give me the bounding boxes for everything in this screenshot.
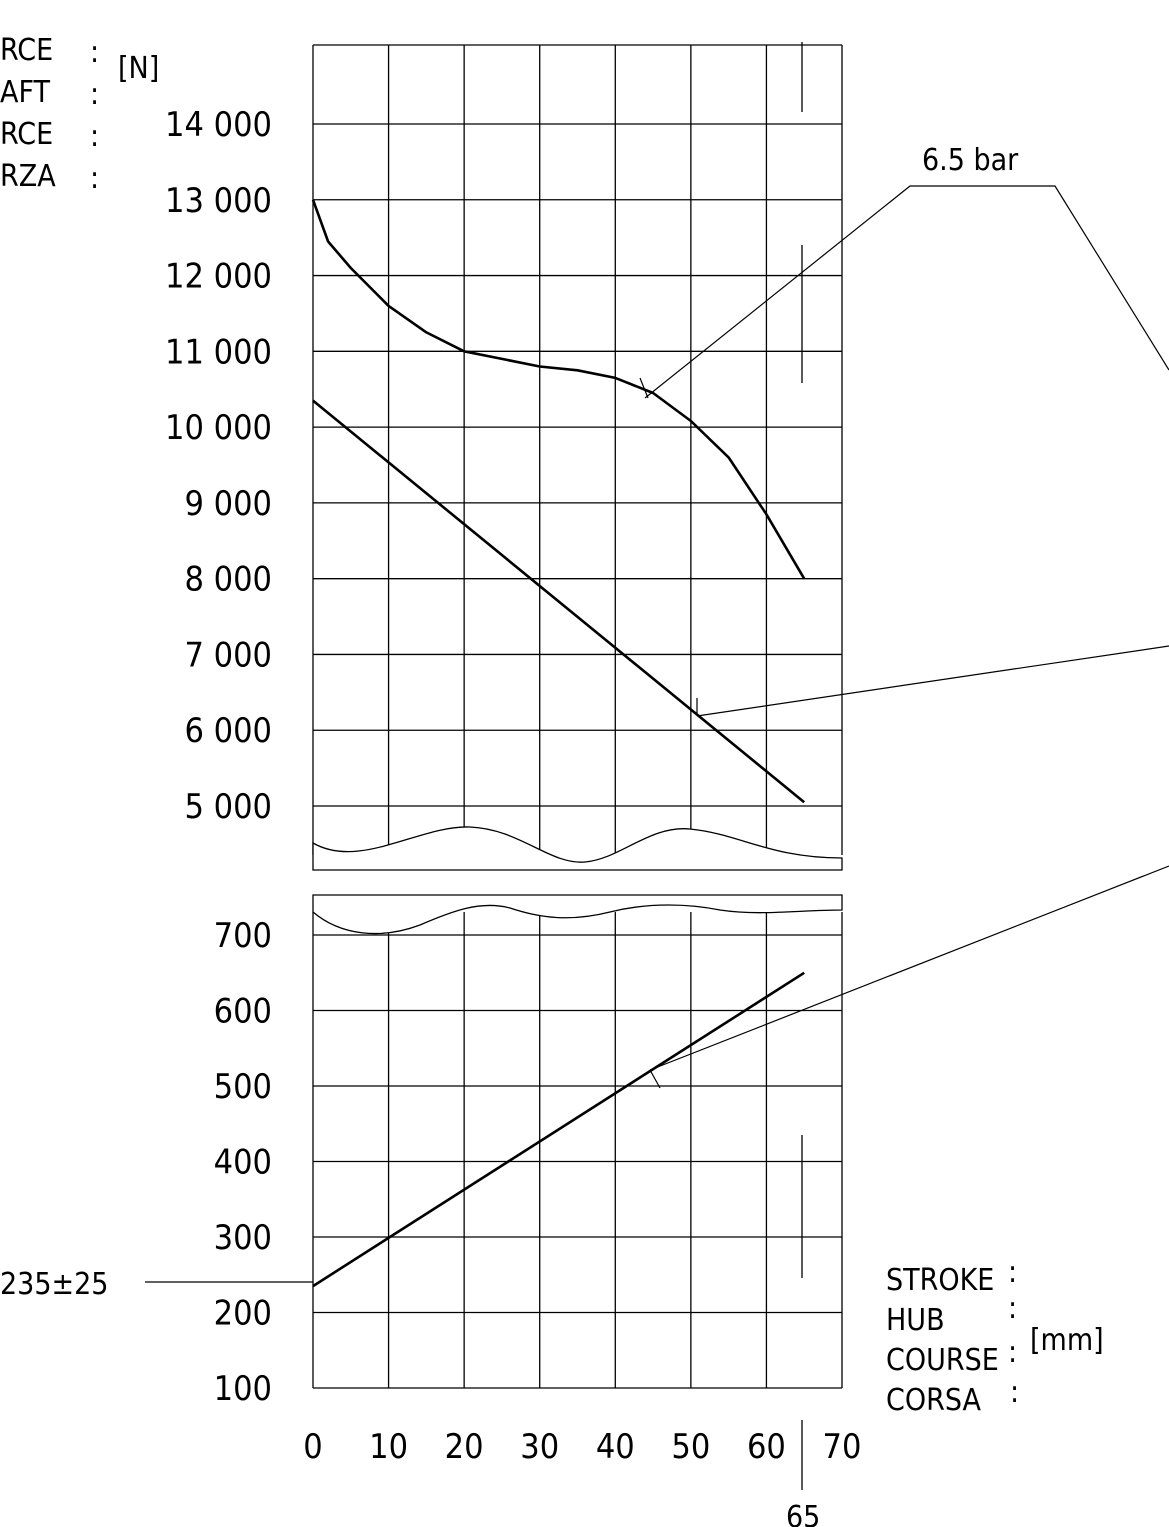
force-colon-2: : <box>90 77 99 112</box>
stroke-label-block: STROKE HUB COURSE CORSA : : : : [mm] <box>886 1255 1104 1418</box>
lower-y-tick-label: 400 <box>214 1143 272 1183</box>
x-tick-label: 50 <box>671 1427 710 1467</box>
upper-y-tick-label: 6 000 <box>184 711 272 751</box>
x-tick-label: 10 <box>369 1427 408 1467</box>
series-lower-line <box>312 971 805 1288</box>
upper-y-tick-label: 7 000 <box>184 635 272 675</box>
upper-y-tick-label: 14 000 <box>165 105 272 145</box>
x-tick-label: 30 <box>520 1427 559 1467</box>
force-colon-3: : <box>90 119 99 154</box>
force-unit: [N] <box>118 51 159 86</box>
lower-y-tick-label: 600 <box>214 992 272 1032</box>
stroke-colon-2: : <box>1008 1291 1017 1326</box>
series-6-5-bar-line <box>311 199 806 580</box>
leader-6-5-bar-tick <box>639 377 649 399</box>
upper-curves <box>311 199 806 804</box>
upper-y-tick-label: 13 000 <box>165 181 272 221</box>
leader-lower <box>649 865 1169 1071</box>
upper-y-tick-label: 10 000 <box>165 408 272 448</box>
x-tick-label: 0 <box>303 1427 322 1467</box>
upper-y-tick-label: 9 000 <box>184 484 272 524</box>
lower-y-tick-label: 300 <box>214 1218 272 1258</box>
upper-y-tick-label: 5 000 <box>184 787 272 827</box>
stroke-line-2: HUB <box>886 1303 945 1338</box>
stroke-unit: [mm] <box>1030 1323 1104 1358</box>
x-tick-label: 70 <box>823 1427 862 1467</box>
lower-curves <box>312 971 805 1288</box>
stroke-colon-4: : <box>1010 1375 1019 1410</box>
leader-middle <box>696 645 1169 717</box>
lower-y-tick-label: 500 <box>214 1067 272 1107</box>
force-colon-4: : <box>90 161 99 196</box>
x-tick-label: 20 <box>445 1427 484 1467</box>
tolerance-label: 235±25 <box>0 1267 108 1302</box>
x-tick-labels: 0 10 20 30 40 50 60 70 <box>303 1427 861 1467</box>
upper-y-tick-label: 12 000 <box>165 257 272 297</box>
pressure-label: 6.5 bar <box>922 143 1019 178</box>
lower-y-tick-labels: 700 600 500 400 300 200 100 <box>214 916 272 1409</box>
break-wave-upper <box>312 826 843 871</box>
stroke-line-3: COURSE <box>886 1343 999 1378</box>
stroke-line-1: STROKE <box>886 1263 994 1298</box>
series-force-line-2 <box>312 399 806 804</box>
lower-y-tick-label: 100 <box>214 1369 272 1409</box>
force-line-2: AFT <box>0 75 50 110</box>
force-label-block: RCE AFT RCE RZA : : : : [N] <box>0 33 159 196</box>
upper-y-tick-labels: 14 000 13 000 12 000 11 000 10 000 9 000 8 000… <box>165 105 272 827</box>
leader-lines <box>145 185 1169 1283</box>
leader-lower-tick <box>649 1069 661 1089</box>
upper-grid <box>312 44 843 855</box>
lower-y-tick-label: 700 <box>214 916 272 956</box>
force-line-4: RZA <box>0 159 56 194</box>
force-colon-1: : <box>90 35 99 70</box>
stroke-colon-3: : <box>1008 1335 1017 1370</box>
force-line-3: RCE <box>0 117 53 152</box>
stroke-colon-1: : <box>1008 1255 1017 1290</box>
lower-grid <box>312 912 843 1389</box>
break-wave-lower <box>312 894 843 935</box>
stroke-line-4: CORSA <box>886 1383 982 1418</box>
x-tick-label: 40 <box>596 1427 635 1467</box>
stroke-marker-label: 65 <box>786 1500 820 1527</box>
x-tick-label: 60 <box>747 1427 786 1467</box>
leader-6-5-bar <box>644 185 1169 399</box>
lower-y-tick-label: 200 <box>214 1294 272 1334</box>
upper-y-tick-label: 11 000 <box>165 332 272 372</box>
upper-y-tick-label: 8 000 <box>184 560 272 600</box>
force-line-1: RCE <box>0 33 53 68</box>
